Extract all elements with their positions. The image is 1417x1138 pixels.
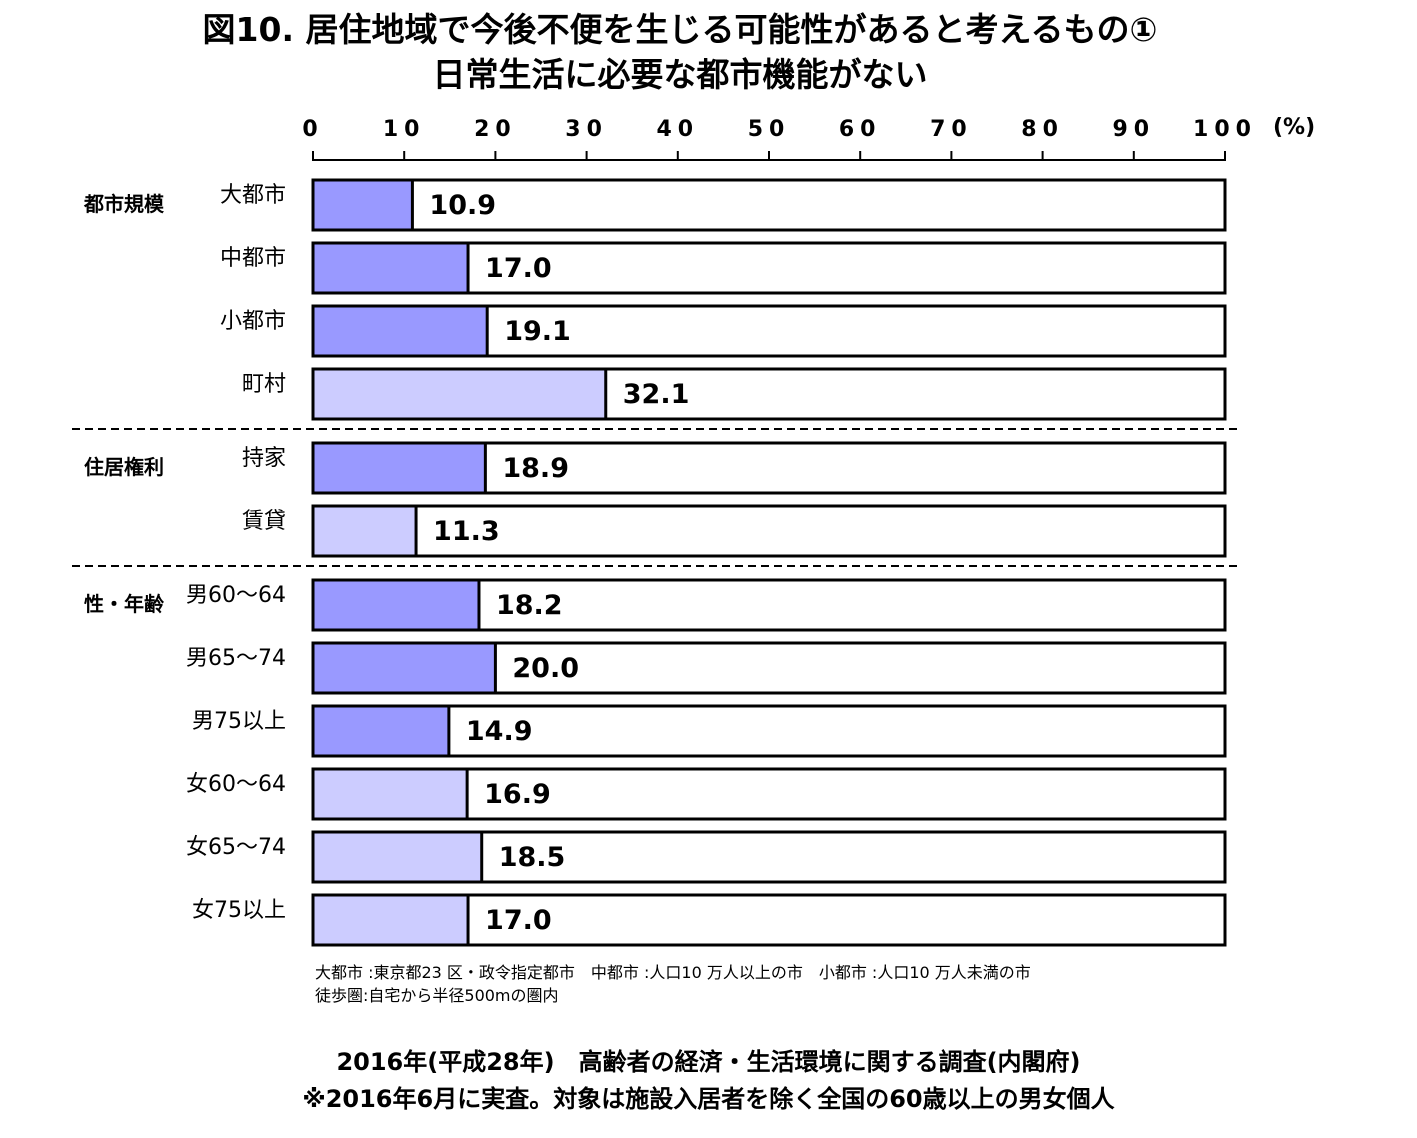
bar — [311, 504, 418, 558]
bar — [311, 704, 451, 758]
x-tick-label: 90 — [1112, 117, 1155, 142]
chart-title: 図10. 居住地域で今後不便を生じる可能性があると考えるもの① — [202, 10, 1158, 49]
bar — [311, 241, 470, 295]
bar — [311, 767, 469, 821]
category-label: 小都市 — [220, 309, 286, 334]
definition-note: 大都市 :東京都23 区・政令指定都市 中都市 :人口10 万人以上の市 小都市… — [315, 963, 1031, 982]
x-tick-label: 70 — [930, 117, 973, 142]
group-label: 都市規模 — [83, 192, 165, 216]
x-tick-label: 100 — [1193, 117, 1257, 142]
chart-subtitle: 日常生活に必要な都市機能がない — [432, 55, 928, 94]
x-tick-label: 0 — [302, 117, 323, 142]
x-tick-label: 40 — [656, 117, 699, 142]
category-label: 男60～64 — [186, 583, 286, 608]
x-tick-label: 60 — [839, 117, 882, 142]
category-label: 男65～74 — [186, 646, 286, 671]
bar — [311, 304, 489, 358]
category-label: 賃貸 — [242, 509, 286, 534]
bar-chart: 0 10 20 30 40 50 60 70 80 90 100 (%) 10.9 大都市 都市規模 17.0… — [72, 115, 1315, 947]
category-label: 男75以上 — [192, 709, 286, 734]
survey-note: ※2016年6月に実査。対象は施設入居者を除く全国の60歳以上の男女個人 — [302, 1085, 1115, 1113]
group-label: 性・年齢 — [84, 592, 165, 616]
x-tick-label: 30 — [565, 117, 608, 142]
bar — [311, 441, 487, 495]
group-label: 住居権利 — [84, 455, 164, 479]
x-tick-label: 80 — [1021, 117, 1064, 142]
data-label: 17.0 — [485, 253, 552, 284]
data-label: 18.2 — [496, 590, 563, 621]
data-label: 10.9 — [429, 190, 496, 221]
data-label: 17.0 — [485, 905, 552, 936]
bar — [311, 641, 497, 695]
data-label: 32.1 — [623, 379, 690, 410]
bar — [311, 578, 481, 632]
data-label: 18.5 — [499, 842, 566, 873]
data-label: 18.9 — [502, 453, 569, 484]
data-label: 14.9 — [466, 716, 533, 747]
x-axis-unit: (%) — [1273, 115, 1315, 140]
x-tick-label: 20 — [474, 117, 517, 142]
data-label: 11.3 — [433, 516, 500, 547]
bar — [311, 367, 608, 421]
category-label: 女65～74 — [186, 835, 286, 860]
x-tick-label: 50 — [748, 117, 791, 142]
category-label: 中都市 — [220, 246, 286, 271]
bar — [311, 893, 470, 947]
x-tick-label: 10 — [383, 117, 426, 142]
bar — [311, 178, 414, 232]
category-label: 町村 — [242, 372, 286, 397]
data-label: 19.1 — [504, 316, 571, 347]
source-line: 2016年(平成28年) 高齢者の経済・生活環境に関する調査(内閣府) — [336, 1048, 1081, 1076]
bar — [311, 830, 484, 884]
category-label: 女60～64 — [186, 772, 286, 797]
category-label: 女75以上 — [192, 898, 286, 923]
category-label: 大都市 — [220, 183, 286, 208]
walking-distance-note: 徒歩圏:自宅から半径500mの圏内 — [315, 986, 559, 1005]
bar-frame — [311, 704, 1227, 758]
category-label: 持家 — [242, 446, 286, 471]
bar-frame — [311, 178, 1227, 232]
data-label: 16.9 — [484, 779, 551, 810]
data-label: 20.0 — [512, 653, 579, 684]
